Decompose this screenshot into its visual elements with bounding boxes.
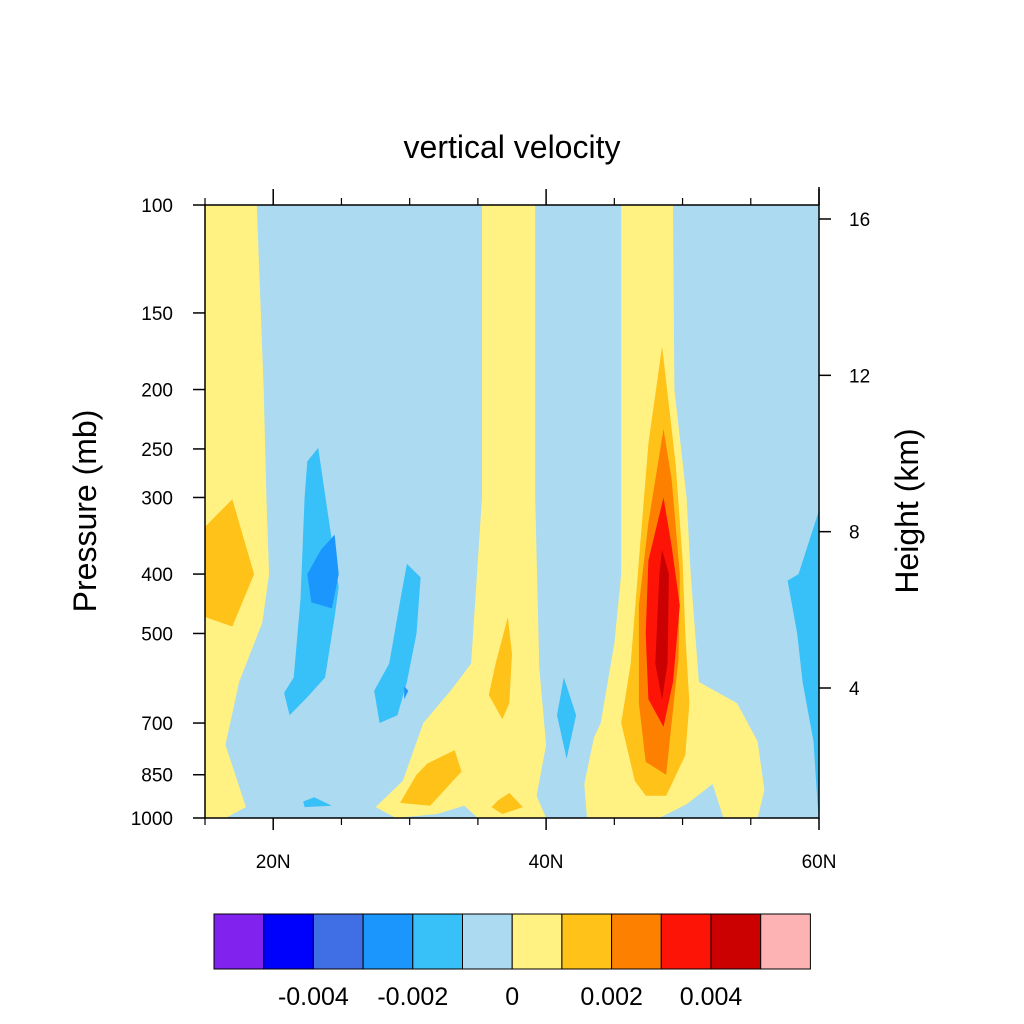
plot-area [204, 204, 820, 819]
y-tick-label: 700 [141, 714, 173, 735]
colorbar-label: 0 [505, 983, 519, 1011]
colorbar-label: 0.002 [580, 983, 643, 1011]
colorbar-box [760, 913, 811, 970]
y-tick-label: 150 [141, 304, 173, 325]
colorbar-box [213, 913, 265, 970]
plot-frame [204, 204, 820, 819]
colorbar-box [611, 913, 662, 970]
right-tick-label: 16 [849, 210, 870, 231]
colorbar-box [561, 913, 613, 970]
chart-title: vertical velocity [404, 129, 621, 165]
upward-band-48n-core [655, 549, 669, 700]
x-tick-label: 20N [256, 852, 291, 873]
right-tick-label: 4 [849, 679, 860, 700]
colorbar-label: 0.004 [680, 983, 743, 1011]
contour-fills [205, 205, 819, 818]
x-tick-label: 40N [529, 852, 564, 873]
colorbar: -0.004 -0.002 0 0.002 0.004 [213, 913, 811, 1011]
upward-band-15n [205, 205, 270, 818]
y-tick-label: 100 [141, 196, 173, 217]
colorbar-box [462, 913, 513, 970]
colorbar-label: -0.004 [278, 983, 349, 1011]
core-31n-850mb [400, 750, 462, 806]
right-y-axis-label: Height (km) [889, 428, 925, 593]
colorbar-box [660, 913, 712, 970]
y-tick-label: 1000 [131, 809, 173, 830]
core-30n-620mb [404, 686, 409, 700]
y-tick-label: 200 [141, 381, 173, 402]
downward-band-60n [787, 510, 819, 818]
x-tick-label: 60N [802, 852, 837, 873]
core-15n-400mb [205, 499, 255, 627]
colorbar-box [710, 913, 762, 970]
colorbar-box [362, 913, 414, 970]
x-axis: 20N 40N 60N [204, 189, 837, 873]
y-axis-label: Pressure (mb) [67, 410, 103, 613]
downward-band-41n [557, 677, 577, 759]
right-tick-label: 8 [849, 523, 860, 544]
core-37n-950mb [491, 792, 523, 814]
y-tick-label: 500 [141, 624, 173, 645]
small-downward-23n-950mb [303, 797, 332, 808]
colorbar-label: -0.002 [377, 983, 448, 1011]
left-axis: 100 150 200 250 300 400 500 700 850 1000 [131, 196, 205, 830]
right-tick-label: 12 [849, 366, 870, 387]
y-tick-label: 300 [141, 488, 173, 509]
colorbar-box [511, 913, 563, 970]
right-axis: 16 12 8 4 [818, 187, 870, 700]
colorbar-box [312, 913, 364, 970]
colorbar-box [263, 913, 314, 970]
core-23n-400mb [307, 534, 339, 609]
colorbar-box [412, 913, 463, 970]
y-tick-label: 250 [141, 440, 173, 461]
downward-band-30n [374, 563, 421, 723]
y-tick-label: 850 [141, 766, 173, 787]
core-37n-600mb [488, 617, 512, 720]
y-tick-label: 400 [141, 565, 173, 586]
